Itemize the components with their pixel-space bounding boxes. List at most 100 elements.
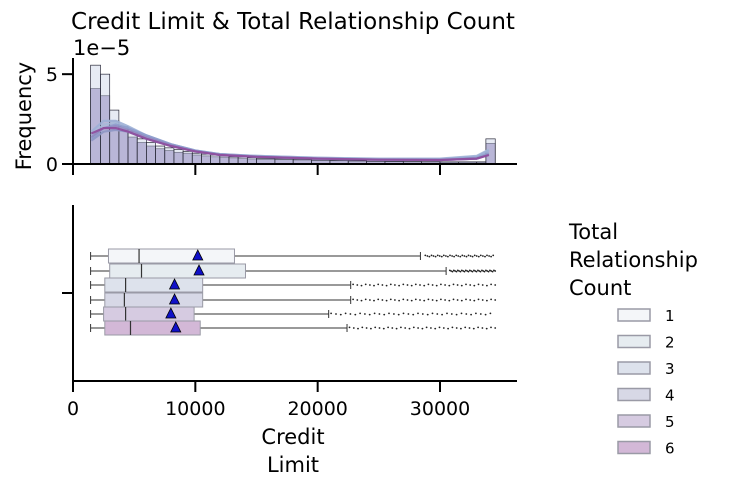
legend-swatch [617,334,651,349]
outlier-point [427,298,430,301]
box-group-3 [90,277,497,293]
outlier-point [356,284,359,286]
outlier-point [408,327,411,330]
outlier-point [377,298,380,301]
hist-bar-front [127,131,138,165]
outlier-point [352,283,354,286]
legend-swatch [617,308,651,322]
outlier-point [456,284,459,286]
outlier-point [364,283,367,286]
outlier-point [391,327,394,329]
outlier-point [475,270,478,273]
box-group-2 [90,263,497,279]
outlier-point [361,326,364,329]
outlier-point [494,284,497,286]
outlier-point [440,283,442,286]
legend-swatch [617,414,651,428]
mean-marker [193,264,205,276]
histogram-front-bars [90,64,496,165]
outlier-point [484,313,487,316]
outlier-point [430,327,432,329]
outlier-point [473,254,476,257]
legend-label: 5 [665,413,675,431]
outlier-point [378,327,381,329]
outlier-point [460,327,462,330]
outlier-point [383,313,386,316]
outlier-point [457,255,460,257]
outlier-point [486,284,488,287]
outlier-point [447,327,449,330]
outlier-point [465,313,468,315]
outlier-point [464,269,467,272]
outlier-point [490,298,492,301]
outlier-point [472,327,475,330]
outlier-point [364,298,367,301]
box-outliers [352,298,497,302]
box-outliers [348,326,497,330]
outlier-point [463,270,466,273]
outlier-point [431,284,434,286]
outlier-point [407,313,410,315]
outlier-point [352,327,355,329]
outlier-point [419,299,421,301]
legend-entry-6: 6 [617,440,675,458]
hist-bar-front [182,151,193,165]
legend-entries: 1 2 3 4 5 6 [617,307,675,458]
outlier-point [373,299,375,302]
outlier-point [402,283,405,286]
outlier-point [406,299,409,301]
box-iqr [104,320,201,336]
outlier-point [447,255,449,258]
outlier-point [436,254,439,257]
box-outliers [352,283,497,287]
box-group-6 [90,320,497,336]
legend-entry-5: 5 [617,413,675,431]
outlier-point [370,327,372,330]
hist-y-axis-label: Frequency [12,62,36,171]
outlier-point [339,313,342,316]
outlier-point [378,313,381,315]
outlier-point [412,313,415,316]
outlier-point [455,313,458,316]
legend: Total Relationship Count 1 2 3 4 5 6 [568,220,698,458]
hist-y-tick-label: 0 [46,154,58,176]
legend-label: 2 [665,334,675,352]
legend-label: 1 [665,307,675,325]
outlier-point [477,255,480,258]
outlier-point [469,255,472,257]
outlier-point [485,327,488,330]
hist-y-ticks: 05 [46,64,73,176]
outlier-point [470,313,472,316]
outlier-point [395,327,398,330]
box-iqr [109,263,246,279]
outlier-point [494,327,497,329]
boxplot-groups [90,248,497,336]
outlier-point [460,269,463,272]
outlier-point [477,298,480,301]
outlier-point [356,299,359,301]
outlier-point [460,284,463,287]
kde-curves [90,119,490,162]
outlier-point [448,299,451,302]
outlier-point [486,254,488,257]
box-x-tick-label: 10000 [165,398,225,420]
outlier-point [481,299,484,301]
outlier-point [394,299,396,301]
mean-marker [165,307,177,319]
outlier-point [490,270,493,272]
box-x-tick-label: 20000 [287,398,347,420]
outlier-point [458,270,460,272]
outlier-point [479,254,482,257]
outlier-point [381,299,384,301]
outlier-point [460,312,463,315]
outlier-point [471,270,474,273]
outlier-point [424,254,427,257]
outlier-point [475,312,477,315]
outlier-point [414,283,417,286]
box-iqr [104,277,204,293]
outlier-point [435,284,438,287]
outlier-point [479,313,482,315]
hist-bar-front [136,138,147,165]
outlier-point [430,254,433,257]
outlier-point [455,254,458,257]
